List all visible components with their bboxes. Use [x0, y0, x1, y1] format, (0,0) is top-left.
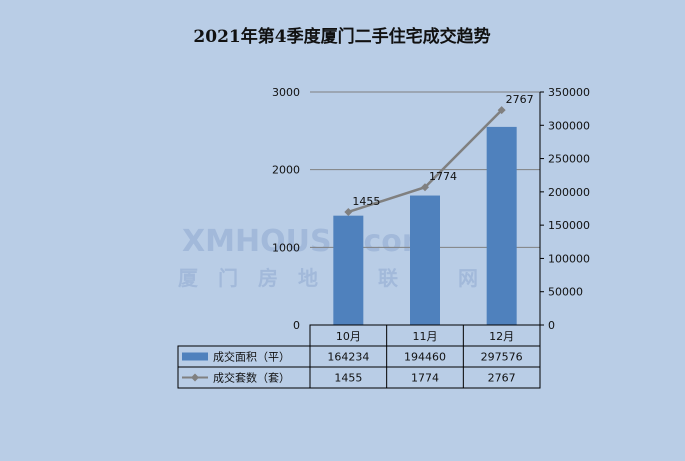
table-cell: 164234	[327, 351, 369, 364]
table-cell: 297576	[481, 351, 523, 364]
table-cell: 2767	[488, 372, 516, 385]
chart-title: 2021年第4季度厦门二手住宅成交趋势	[193, 26, 490, 47]
y-right-tick-label: 350000	[548, 86, 590, 99]
table-row-label: 成交面积（平）	[213, 350, 290, 364]
y-right-tick-label: 300000	[548, 119, 590, 132]
y-right-tick-label: 150000	[548, 219, 590, 232]
axes: 0 1000 2000 3000 0 50000 100000 150000 200000 250…	[272, 86, 590, 332]
series-point	[497, 106, 506, 115]
table-cell: 1455	[334, 372, 362, 385]
y-left-tick-label: 1000	[272, 241, 300, 254]
table-header-cell: 12月	[489, 330, 514, 343]
y-left-tick-label: 3000	[272, 86, 300, 99]
table-header-cell: 10月	[336, 330, 361, 343]
legend-bar-swatch	[182, 352, 208, 361]
watermark-brand: XMHOUSE.com	[182, 224, 433, 259]
table-cell: 194460	[404, 351, 446, 364]
table-row-label: 成交套数（套）	[213, 371, 290, 385]
y-right-tick-label: 200000	[548, 186, 590, 199]
y-right-tick-label: 250000	[548, 153, 590, 166]
data-label: 1455	[352, 195, 380, 208]
legend-line-marker	[191, 373, 199, 382]
y-right-tick-label: 0	[548, 319, 555, 332]
series-point	[344, 207, 353, 216]
table-cell: 1774	[411, 372, 439, 385]
data-label: 2767	[506, 93, 534, 106]
y-right-tick-label: 50000	[548, 286, 583, 299]
bar	[410, 195, 440, 325]
bar	[486, 126, 517, 325]
y-left-tick-label: 2000	[272, 164, 300, 177]
bars	[333, 126, 517, 325]
line-series: 1455 1774 2767	[344, 93, 534, 216]
data-label: 1774	[429, 170, 457, 183]
table-header-cell: 11月	[413, 330, 438, 343]
bar	[333, 215, 364, 325]
series-point	[421, 183, 429, 192]
y-left-tick-label: 0	[293, 319, 300, 332]
y-right-tick-label: 100000	[548, 252, 590, 265]
